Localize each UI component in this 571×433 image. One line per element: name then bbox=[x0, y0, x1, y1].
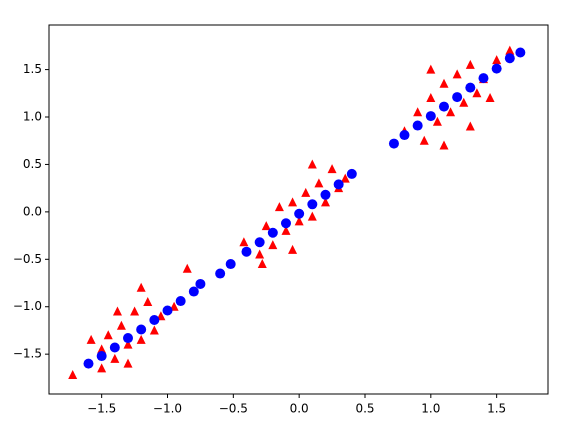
circle-point bbox=[515, 47, 526, 58]
triangle-point bbox=[239, 237, 249, 247]
triangle-point bbox=[340, 173, 350, 183]
y-tick-label: 1.0 bbox=[23, 110, 42, 124]
circle-point bbox=[320, 189, 331, 200]
triangle-point bbox=[116, 320, 126, 330]
triangle-point bbox=[301, 187, 311, 197]
circle-point bbox=[225, 259, 236, 270]
circle-point bbox=[162, 305, 173, 316]
triangle-point bbox=[288, 197, 298, 207]
triangle-point bbox=[97, 363, 107, 373]
triangle-point bbox=[123, 339, 133, 349]
circle-point bbox=[478, 73, 489, 84]
circle-point bbox=[438, 101, 449, 112]
circle-point bbox=[215, 268, 226, 279]
triangle-point bbox=[274, 202, 284, 212]
circle-point bbox=[175, 296, 186, 307]
triangle-point bbox=[149, 325, 159, 335]
circle-point bbox=[399, 130, 410, 141]
circle-point bbox=[96, 351, 107, 362]
x-tick-label: −1.0 bbox=[153, 402, 182, 416]
triangle-point bbox=[439, 78, 449, 88]
triangle-point bbox=[255, 249, 265, 259]
triangle-point bbox=[419, 135, 429, 145]
triangle-point bbox=[426, 64, 436, 74]
triangle-point bbox=[123, 358, 133, 368]
triangle-point bbox=[261, 221, 271, 231]
circle-point bbox=[254, 237, 265, 248]
triangle-point bbox=[485, 93, 495, 103]
triangle-point bbox=[143, 296, 153, 306]
circle-point bbox=[388, 138, 399, 149]
x-tick-label: 1.0 bbox=[421, 402, 440, 416]
y-tick-label: 0.0 bbox=[23, 204, 42, 218]
triangle-point bbox=[413, 107, 423, 117]
triangle-point bbox=[307, 159, 317, 169]
circle-point bbox=[504, 53, 515, 64]
triangle-point bbox=[320, 197, 330, 207]
triangle-point bbox=[505, 45, 515, 55]
y-tick-label: −0.5 bbox=[13, 252, 42, 266]
circle-point bbox=[188, 286, 199, 297]
triangle-point bbox=[182, 263, 192, 273]
x-tick-label: 0.5 bbox=[355, 402, 374, 416]
triangle-point bbox=[327, 164, 337, 174]
triangle-point bbox=[136, 282, 146, 292]
triangle-point bbox=[294, 216, 304, 226]
x-tick-label: −1.5 bbox=[87, 402, 116, 416]
triangle-point bbox=[307, 211, 317, 221]
triangle-point bbox=[314, 178, 324, 188]
triangle-point bbox=[439, 140, 449, 150]
y-tick-label: 1.5 bbox=[23, 62, 42, 76]
circle-point bbox=[149, 315, 160, 326]
axes-frame bbox=[48, 24, 549, 395]
circle-point bbox=[241, 246, 252, 257]
triangle-point bbox=[86, 334, 96, 344]
triangle-point bbox=[426, 93, 436, 103]
circle-point bbox=[425, 111, 436, 122]
circle-point bbox=[280, 218, 291, 229]
circle-point bbox=[491, 63, 502, 74]
circle-point bbox=[452, 92, 463, 103]
triangle-point bbox=[432, 116, 442, 126]
triangle-point bbox=[492, 55, 502, 65]
circle-point bbox=[333, 179, 344, 190]
triangle-point bbox=[130, 306, 140, 316]
circle-point bbox=[346, 168, 357, 179]
triangle-point bbox=[110, 353, 120, 363]
circle-point bbox=[412, 120, 423, 131]
circle-point bbox=[465, 82, 476, 93]
marks bbox=[68, 45, 526, 380]
triangle-point bbox=[268, 240, 278, 250]
circle-point bbox=[109, 342, 120, 353]
triangle-point bbox=[465, 121, 475, 131]
x-tick-label: −0.5 bbox=[219, 402, 248, 416]
triangle-point bbox=[459, 97, 469, 107]
triangle-point bbox=[465, 59, 475, 69]
triangle-point bbox=[103, 330, 113, 340]
triangle-point bbox=[281, 225, 291, 235]
x-tick-label: 0.0 bbox=[290, 402, 309, 416]
y-tick-label: −1.0 bbox=[13, 299, 42, 313]
triangle-point bbox=[257, 259, 267, 269]
y-tick-label: −1.5 bbox=[13, 347, 42, 361]
circle-point bbox=[136, 324, 147, 335]
triangle-point bbox=[97, 344, 107, 354]
circle-point bbox=[83, 358, 94, 369]
triangle-point bbox=[446, 107, 456, 117]
triangle-point bbox=[472, 88, 482, 98]
circle-point bbox=[307, 199, 318, 210]
circle-point bbox=[294, 208, 305, 219]
y-tick-label: 0.5 bbox=[23, 157, 42, 171]
circle-point bbox=[122, 333, 133, 344]
triangle-point bbox=[136, 334, 146, 344]
triangle-point bbox=[288, 244, 298, 254]
triangle-point bbox=[452, 69, 462, 79]
circle-point bbox=[195, 278, 206, 289]
triangle-point bbox=[112, 306, 122, 316]
x-tick-label: 1.5 bbox=[487, 402, 506, 416]
circle-point bbox=[267, 227, 278, 238]
triangle-point bbox=[68, 370, 78, 380]
